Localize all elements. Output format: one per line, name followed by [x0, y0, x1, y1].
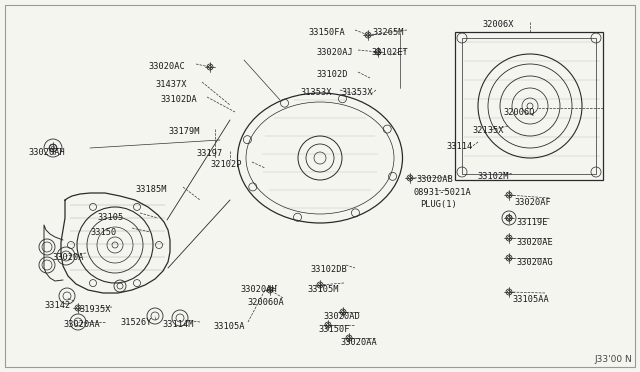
Text: 33020AG: 33020AG	[516, 258, 553, 267]
Text: 33020AH: 33020AH	[240, 285, 276, 294]
Text: 31935X: 31935X	[79, 305, 111, 314]
Text: 33102ET: 33102ET	[371, 48, 408, 57]
Text: 08931-5021A: 08931-5021A	[414, 188, 472, 197]
Text: 33102DB: 33102DB	[310, 265, 347, 274]
Text: 33020A: 33020A	[52, 253, 83, 262]
Text: 33105M: 33105M	[307, 285, 339, 294]
Text: 33020AJ: 33020AJ	[316, 48, 353, 57]
Text: 320060A: 320060A	[247, 298, 284, 307]
Text: 33102D: 33102D	[316, 70, 348, 79]
Text: 31353X: 31353X	[300, 88, 332, 97]
Text: 33114M: 33114M	[162, 320, 193, 329]
Text: 33020AB: 33020AB	[416, 175, 452, 184]
Text: 33179M: 33179M	[168, 127, 200, 136]
Text: 33105A: 33105A	[213, 322, 244, 331]
Text: J33'00 N: J33'00 N	[595, 355, 632, 364]
Text: 31526Y: 31526Y	[120, 318, 152, 327]
Text: 32006Q: 32006Q	[503, 108, 534, 117]
Text: 33265M: 33265M	[372, 28, 403, 37]
Text: PLUG(1): PLUG(1)	[420, 200, 457, 209]
Text: 33020AD: 33020AD	[323, 312, 360, 321]
Text: 32102P: 32102P	[210, 160, 241, 169]
Text: 32135X: 32135X	[472, 126, 504, 135]
Text: 33105: 33105	[97, 213, 124, 222]
Text: 33020AA: 33020AA	[340, 338, 377, 347]
Text: 33150: 33150	[90, 228, 116, 237]
Bar	[455, 32, 603, 180]
Text: 33150FA: 33150FA	[308, 28, 345, 37]
Text: 33119E: 33119E	[516, 218, 547, 227]
Text: 31437X: 31437X	[155, 80, 186, 89]
Bar	[462, 38, 596, 174]
Text: 33020AC: 33020AC	[148, 62, 185, 71]
Text: 33197: 33197	[196, 149, 222, 158]
Text: 33102M: 33102M	[477, 172, 509, 181]
Text: 33102DA: 33102DA	[160, 95, 196, 104]
Text: 33150F: 33150F	[318, 325, 349, 334]
Text: 33105AA: 33105AA	[512, 295, 548, 304]
Text: 33114: 33114	[446, 142, 472, 151]
Text: 33020AE: 33020AE	[516, 238, 553, 247]
Text: 33185M: 33185M	[135, 185, 166, 194]
Text: 33020AA: 33020AA	[63, 320, 100, 329]
Text: 33142: 33142	[44, 301, 70, 310]
Text: 31353X: 31353X	[341, 88, 372, 97]
Text: 32006X: 32006X	[482, 20, 513, 29]
Text: 33020AF: 33020AF	[514, 198, 551, 207]
Text: 33020AH: 33020AH	[28, 148, 65, 157]
